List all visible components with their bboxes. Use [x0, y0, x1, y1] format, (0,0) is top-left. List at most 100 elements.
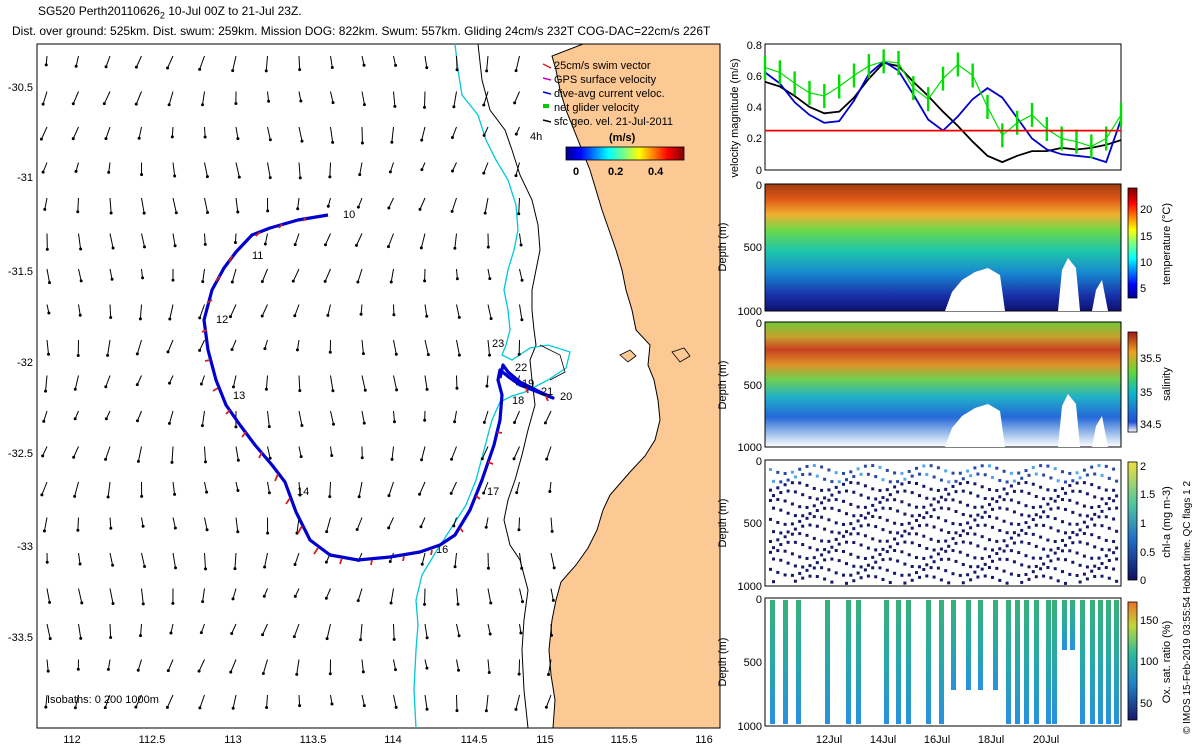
chla-sample	[991, 559, 994, 563]
velocity-arrow	[73, 446, 79, 458]
velocity-arrow-head	[392, 420, 396, 424]
depth-tick: 1000	[738, 721, 762, 733]
chla-sample	[830, 557, 834, 561]
chla-sample	[823, 548, 827, 552]
chla-sample	[1097, 566, 1101, 570]
chla-sample	[859, 472, 863, 476]
chla-sample	[907, 573, 911, 577]
chla-sample	[1005, 581, 1009, 585]
velocity-arrow-head	[111, 246, 115, 250]
chla-sample	[936, 539, 940, 543]
chla-sample	[856, 555, 860, 559]
velocity-arrow-head	[266, 531, 270, 535]
chla-sample	[801, 473, 805, 477]
velocity-arrow	[329, 481, 331, 497]
chla-sample	[893, 485, 897, 489]
chla-sample	[871, 537, 875, 541]
chla-sample	[1002, 487, 1006, 491]
chla-sample	[881, 558, 885, 562]
velocity-arrow-head	[173, 492, 177, 496]
velocity-arrow-head	[236, 530, 240, 534]
chla-sample	[769, 498, 772, 502]
chla-sample	[1031, 556, 1035, 560]
chla-sample	[1071, 489, 1075, 493]
chla-sample	[801, 576, 805, 580]
velocity-arrow-head	[389, 280, 393, 284]
chla-sample	[893, 571, 897, 575]
velocity-arrow	[456, 268, 458, 279]
velocity-arrow	[451, 446, 457, 460]
velocity-arrow-head	[520, 278, 524, 282]
chla-sample	[823, 506, 827, 510]
velocity-arrow	[456, 304, 460, 318]
cbar-tick: 100	[1140, 656, 1158, 668]
chla-sample	[863, 505, 867, 509]
oxygen-panel: 50 100 150 Ox. sat. ratio (%)	[764, 597, 1173, 727]
chla-sample	[1009, 549, 1013, 553]
velocity-arrow	[393, 694, 397, 708]
time-tick: 12Jul	[816, 734, 842, 746]
velocity-arrow	[40, 126, 48, 140]
chla-sample	[1078, 540, 1082, 544]
velocity-arrow-head	[457, 353, 461, 357]
chla-sample	[1046, 464, 1050, 468]
velocity-arrow-head	[230, 347, 234, 351]
velocity-arrow	[515, 694, 520, 710]
velocity-arrow	[454, 233, 457, 249]
velocity-arrow-head	[41, 170, 45, 174]
section-axes: Depth (m) Depth (m) Depth (m) Depth (m) …	[717, 180, 762, 733]
velocity-arrow	[232, 588, 237, 600]
chla-sample	[888, 530, 892, 534]
velocity-arrow-head	[110, 277, 114, 281]
chla-sample	[1093, 512, 1097, 516]
velocity-arrow-head	[104, 457, 108, 461]
oxygen-profile	[966, 600, 971, 690]
velocity-arrow-head	[48, 281, 52, 285]
chla-sample	[983, 547, 987, 551]
chla-sample	[961, 540, 965, 544]
chla-sample	[834, 549, 838, 553]
chla-sample	[1061, 487, 1064, 491]
chla-sample	[878, 515, 882, 519]
chla-sample	[910, 541, 914, 545]
velocity-arrow	[391, 446, 394, 460]
velocity-arrow-head	[449, 491, 453, 495]
velocity-arrow-head	[268, 176, 272, 180]
velocity-arrow-head	[517, 352, 521, 356]
velocity-arrow-head	[106, 353, 110, 357]
chla-sample	[951, 484, 955, 488]
chla-sample	[900, 550, 904, 554]
velocity-arrow-head	[390, 140, 394, 144]
chla-sample	[808, 546, 812, 550]
oxygen-profile	[1006, 600, 1011, 724]
y-tick: -32	[17, 357, 33, 369]
chla-sample	[1068, 522, 1072, 526]
chla-sample	[973, 518, 977, 522]
velocity-arrow-head	[234, 101, 238, 105]
velocity-arrow	[261, 304, 268, 317]
chla-sample	[951, 537, 955, 541]
velocity-arrow-head	[45, 247, 49, 251]
chla-sample	[1024, 554, 1028, 558]
velocity-arrow	[419, 481, 426, 495]
velocity-arrow	[137, 659, 142, 671]
velocity-arrow-head	[236, 489, 240, 493]
oxygen-profile	[1098, 600, 1103, 724]
velocity-arrow-head	[74, 169, 78, 173]
chla-sample	[830, 493, 834, 497]
cbar-tick: 0	[573, 166, 579, 178]
legend-label: sfc geo. vel. 21-Jul-2011	[554, 116, 673, 128]
chla-sample	[1049, 559, 1053, 563]
velocity-arrow	[43, 410, 48, 422]
velocity-arrow-head	[173, 526, 177, 530]
velocity-arrow-head	[47, 352, 51, 356]
velocity-arrow-head	[486, 245, 490, 249]
velocity-arrow-head	[393, 104, 397, 108]
velocity-arrow	[265, 375, 268, 390]
velocity-arrow-head	[135, 419, 139, 423]
chla-sample	[786, 561, 790, 565]
chla-sample	[976, 472, 980, 476]
chla-sample	[966, 521, 970, 525]
velocity-arrow-head	[206, 210, 210, 214]
chla-sample	[863, 534, 867, 538]
